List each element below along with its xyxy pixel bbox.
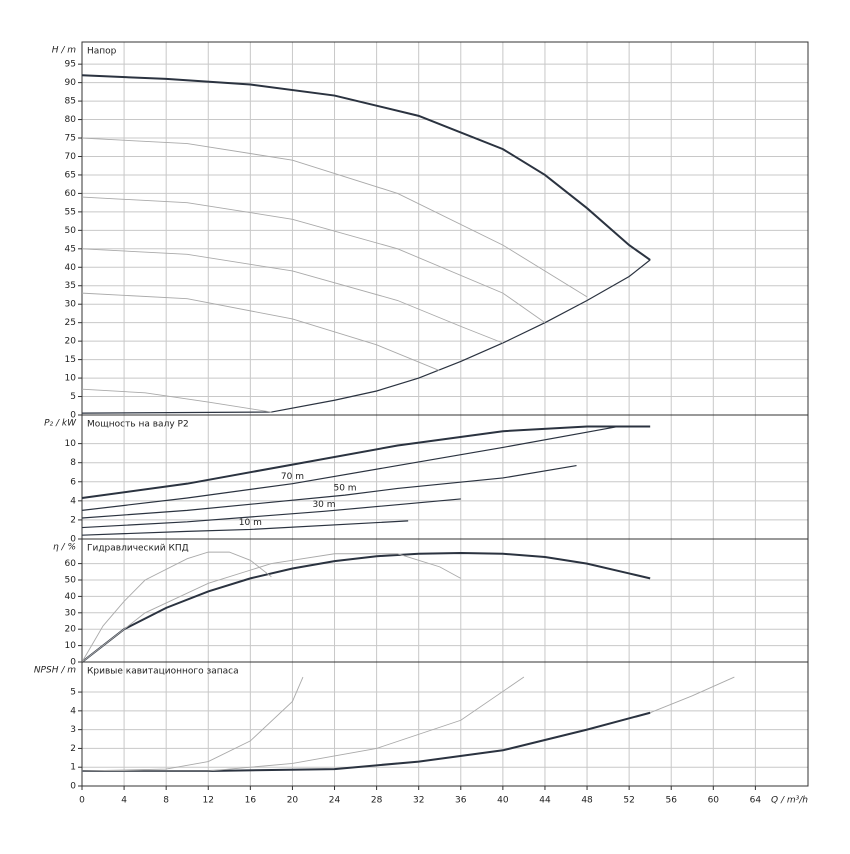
y-tick-label: 0 bbox=[70, 782, 76, 792]
x-tick-label: 20 bbox=[287, 796, 299, 806]
plot-frame bbox=[81, 41, 809, 416]
y-axis-label: NPSH / m bbox=[34, 666, 76, 676]
plot-frame bbox=[81, 661, 809, 787]
y-tick-label: 50 bbox=[65, 226, 77, 236]
x-tick-label: 60 bbox=[708, 796, 720, 806]
curve bbox=[81, 259, 651, 414]
x-axis-label: Q / m³/h bbox=[771, 796, 808, 806]
y-tick-label: 5 bbox=[70, 392, 76, 402]
panel-title: Мощность на валу P2 bbox=[87, 420, 189, 430]
curve bbox=[81, 553, 461, 663]
y-tick-label: 0 bbox=[70, 411, 76, 421]
y-tick-label: 2 bbox=[70, 515, 76, 525]
panel-title: Напор bbox=[87, 47, 117, 57]
curve bbox=[82, 711, 651, 772]
y-tick-label: 6 bbox=[70, 477, 76, 487]
y-tick-label: 4 bbox=[70, 496, 76, 506]
curve bbox=[81, 74, 651, 261]
curve bbox=[81, 464, 577, 519]
x-tick-label: 52 bbox=[623, 796, 634, 806]
curve-label: 10 m bbox=[239, 518, 262, 528]
y-tick-label: 70 bbox=[65, 152, 77, 162]
y-tick-label: 60 bbox=[65, 559, 77, 569]
y-tick-label: 90 bbox=[65, 78, 77, 88]
x-tick-label: 48 bbox=[581, 796, 593, 806]
x-tick-label: 32 bbox=[413, 796, 424, 806]
y-tick-label: 2 bbox=[70, 744, 76, 754]
x-tick-label: 56 bbox=[665, 796, 677, 806]
x-tick-label: 64 bbox=[750, 796, 762, 806]
y-tick-label: 65 bbox=[65, 170, 76, 180]
curve bbox=[81, 137, 588, 298]
y-tick-label: 10 bbox=[65, 641, 77, 651]
curve bbox=[81, 388, 272, 413]
y-tick-label: 10 bbox=[65, 374, 77, 384]
y-tick-label: 40 bbox=[65, 592, 77, 602]
y-tick-label: 0 bbox=[70, 658, 76, 668]
curve bbox=[81, 292, 440, 372]
y-tick-label: 25 bbox=[65, 318, 76, 328]
curve bbox=[81, 551, 651, 663]
x-tick-label: 16 bbox=[245, 796, 257, 806]
x-tick-label: 0 bbox=[79, 796, 85, 806]
curve bbox=[81, 498, 461, 529]
y-tick-label: 35 bbox=[65, 281, 76, 291]
y-tick-label: 85 bbox=[65, 97, 76, 107]
curve bbox=[81, 248, 504, 344]
y-tick-label: 20 bbox=[65, 625, 77, 635]
x-tick-label: 4 bbox=[121, 796, 127, 806]
curve-label: 70 m bbox=[281, 472, 304, 482]
y-tick-label: 30 bbox=[65, 300, 77, 310]
y-axis-label: H / m bbox=[52, 46, 77, 56]
panel-title: Кривые кавитационного запаса bbox=[87, 667, 239, 677]
x-tick-label: 44 bbox=[539, 796, 551, 806]
x-tick-label: 24 bbox=[329, 796, 341, 806]
y-tick-label: 1 bbox=[70, 763, 76, 773]
curve bbox=[81, 425, 619, 511]
y-tick-label: 4 bbox=[70, 706, 76, 716]
y-tick-label: 60 bbox=[65, 189, 77, 199]
y-tick-label: 40 bbox=[65, 263, 77, 273]
curve bbox=[650, 676, 735, 714]
y-axis-label: P₂ / kW bbox=[44, 419, 77, 429]
y-tick-label: 55 bbox=[65, 207, 76, 217]
curve bbox=[81, 425, 651, 499]
curve bbox=[81, 676, 304, 772]
y-tick-label: 10 bbox=[65, 439, 77, 449]
x-tick-label: 40 bbox=[497, 796, 509, 806]
y-tick-label: 20 bbox=[65, 337, 77, 347]
x-tick-label: 12 bbox=[203, 796, 214, 806]
x-tick-label: 28 bbox=[371, 796, 383, 806]
y-tick-label: 80 bbox=[65, 115, 77, 125]
y-tick-label: 95 bbox=[65, 60, 76, 70]
curve-label: 50 m bbox=[333, 484, 356, 494]
y-axis-label: η / % bbox=[53, 543, 76, 553]
x-tick-label: 36 bbox=[455, 796, 467, 806]
x-tick-label: 8 bbox=[163, 796, 169, 806]
curve bbox=[82, 676, 525, 772]
y-tick-label: 45 bbox=[65, 244, 76, 254]
y-tick-label: 3 bbox=[70, 725, 76, 735]
y-tick-label: 8 bbox=[70, 458, 76, 468]
panel-title: Гидравлический КПД bbox=[87, 544, 189, 554]
curve bbox=[81, 196, 546, 324]
y-tick-label: 75 bbox=[65, 134, 76, 144]
curve-label: 30 m bbox=[312, 500, 335, 510]
y-tick-label: 15 bbox=[65, 355, 76, 365]
y-tick-label: 0 bbox=[70, 535, 76, 545]
y-tick-label: 5 bbox=[70, 688, 76, 698]
curve bbox=[81, 551, 272, 663]
y-tick-label: 30 bbox=[65, 608, 77, 618]
curve bbox=[81, 520, 409, 536]
y-tick-label: 50 bbox=[65, 576, 77, 586]
